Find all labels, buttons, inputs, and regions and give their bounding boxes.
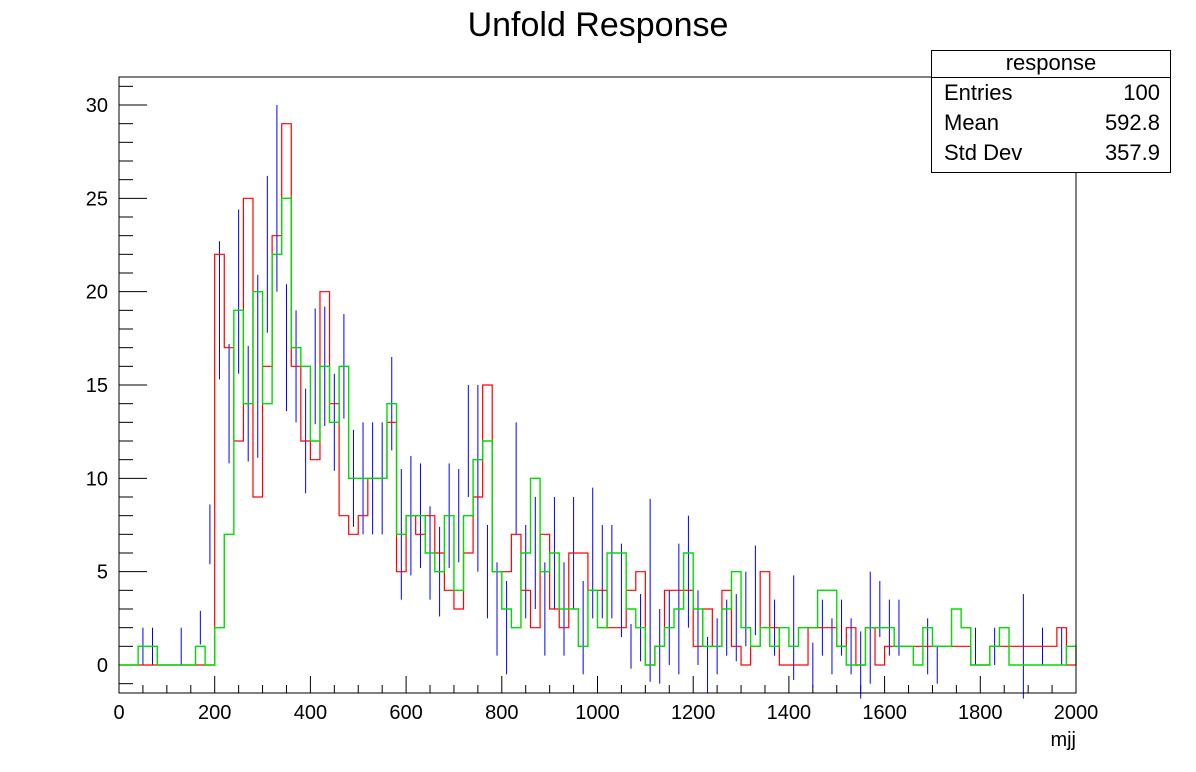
x-tick-label: 600 xyxy=(389,702,422,724)
blue-error-bars xyxy=(142,105,1063,699)
stats-box-title: response xyxy=(932,51,1170,78)
plot-frame xyxy=(118,76,1077,694)
x-tick-label: 1800 xyxy=(958,702,1003,724)
y-tick-label: 0 xyxy=(97,655,108,677)
x-tick-label: 800 xyxy=(485,702,518,724)
x-tick-label: 1600 xyxy=(862,702,907,724)
x-tick-label: 0 xyxy=(113,702,124,724)
green-histogram-line xyxy=(119,197,1077,666)
stats-value: 100 xyxy=(1123,80,1160,105)
stats-label: Entries xyxy=(944,80,1013,105)
stats-box: response Entries 100 Mean 592.8 Std Dev … xyxy=(931,50,1171,173)
y-tick-label: 5 xyxy=(97,562,108,584)
x-tick-label: 2000 xyxy=(1054,702,1099,724)
x-tick-label: 200 xyxy=(198,702,231,724)
stats-row-stddev: Std Dev 357.9 xyxy=(932,138,1170,168)
y-tick-label: 30 xyxy=(86,95,108,117)
y-tick-label: 25 xyxy=(86,188,108,210)
x-axis-title: mjj xyxy=(1050,729,1076,751)
x-tick-label: 1400 xyxy=(767,702,812,724)
x-tick-label: 1200 xyxy=(671,702,716,724)
stats-label: Std Dev xyxy=(944,140,1023,165)
y-tick-label: 20 xyxy=(86,282,108,304)
tick-labels: 0 200 400 600 800 1000 1200 1400 1600 1800 2000 0 5 1… xyxy=(86,95,1099,751)
stats-row-mean: Mean 592.8 xyxy=(932,108,1170,138)
stats-value: 592.8 xyxy=(1104,110,1160,135)
y-tick-label: 10 xyxy=(86,468,108,490)
x-tick-label: 1000 xyxy=(575,702,620,724)
green-histogram xyxy=(119,197,1077,666)
stats-value: 357.9 xyxy=(1104,140,1160,165)
stats-label: Mean xyxy=(944,110,1000,135)
stats-row-entries: Entries 100 xyxy=(932,78,1170,108)
chart-title: Unfold Response xyxy=(467,6,729,44)
x-tick-label: 400 xyxy=(294,702,327,724)
y-tick-label: 15 xyxy=(86,375,108,397)
